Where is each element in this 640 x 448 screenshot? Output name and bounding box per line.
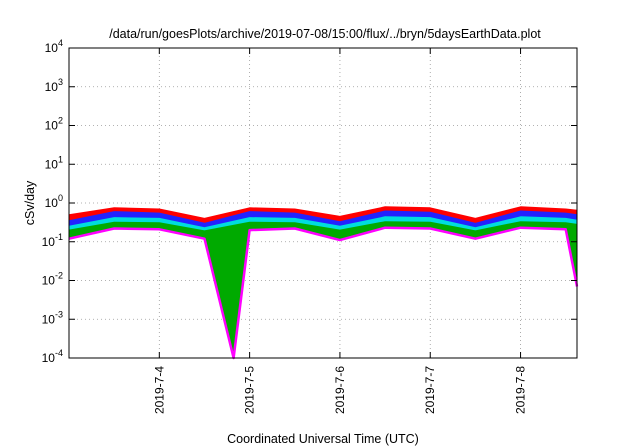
y-tick-label: 103 <box>45 77 63 94</box>
y-tick-label: 10-2 <box>42 271 63 288</box>
y-tick-label: 101 <box>45 154 63 171</box>
x-axis-label: Coordinated Universal Time (UTC) <box>227 432 419 446</box>
series-line-4 <box>68 226 579 360</box>
x-tick-label: 2019-7-7 <box>423 366 437 414</box>
x-tick-label: 2019-7-6 <box>333 366 347 414</box>
y-tick-label: 102 <box>45 116 63 133</box>
x-tick-label: 2019-7-4 <box>152 366 166 414</box>
series-layer <box>68 206 579 360</box>
y-tick-label: 100 <box>45 193 63 210</box>
y-tick-label: 10-4 <box>42 348 63 365</box>
y-tick-label: 10-3 <box>42 309 63 326</box>
grid <box>69 48 577 358</box>
chart-title: /data/run/goesPlots/archive/2019-07-08/1… <box>109 27 541 41</box>
y-tick-label: 10-1 <box>42 232 63 249</box>
x-tick-label: 2019-7-8 <box>514 366 528 414</box>
y-tick-label: 104 <box>45 38 63 55</box>
y-axis: 10-4 10-3 10-2 10-1 100 101 102 103 104 <box>42 38 577 365</box>
y-axis-label: cSv/day <box>23 180 37 225</box>
x-tick-label: 2019-7-5 <box>243 366 257 414</box>
x-axis: 2019-7-4 2019-7-5 2019-7-6 2019-7-7 2019-7-8 <box>152 48 528 414</box>
